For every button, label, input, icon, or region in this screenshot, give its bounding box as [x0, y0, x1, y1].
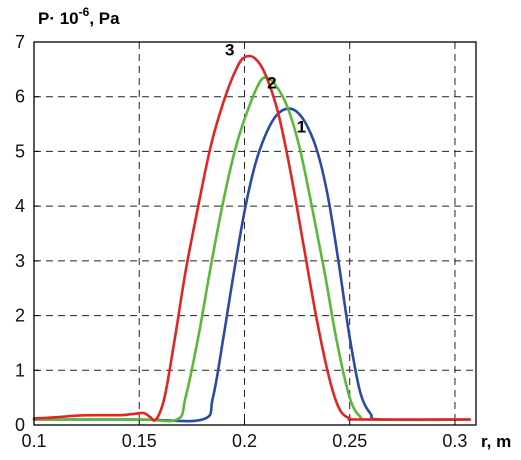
y-tick-label: 7 — [15, 32, 25, 52]
x-tick-label: 0.15 — [122, 431, 157, 451]
x-axis-title: r, m — [481, 432, 511, 451]
y-tick-label: 4 — [15, 196, 25, 216]
y-tick-label: 2 — [15, 306, 25, 326]
x-tick-label: 0.1 — [21, 431, 46, 451]
curve-labels: 1 2 3 — [225, 41, 306, 137]
series-line-1 — [32, 107, 471, 423]
x-tick-label: 0.2 — [232, 431, 257, 451]
y-tick-label: 3 — [15, 251, 25, 271]
y-axis-title-exponent: -6 — [79, 5, 90, 19]
y-axis-title-unit: , Pa — [89, 9, 120, 28]
grid — [34, 42, 476, 425]
y-axis-title: P· 10-6, Pa — [38, 5, 120, 28]
y-tick-label: 1 — [15, 360, 25, 380]
tick-labels: 0 1 2 3 4 5 6 7 0.1 0.15 0.2 0.25 0.3 — [15, 32, 467, 451]
curve-label-3: 3 — [225, 41, 234, 60]
curve-label-2: 2 — [267, 74, 276, 93]
y-tick-label: 0 — [15, 415, 25, 435]
series-line-2 — [32, 76, 471, 423]
plot-frame — [33, 41, 477, 426]
series-lines — [32, 54, 471, 423]
x-tick-label: 0.3 — [442, 431, 467, 451]
curve-label-1: 1 — [297, 117, 306, 136]
series-line-3 — [32, 54, 471, 422]
y-axis-title-main: P· 10 — [38, 9, 79, 28]
x-tick-label: 0.25 — [332, 431, 367, 451]
y-tick-label: 5 — [15, 141, 25, 161]
y-tick-label: 6 — [15, 87, 25, 107]
